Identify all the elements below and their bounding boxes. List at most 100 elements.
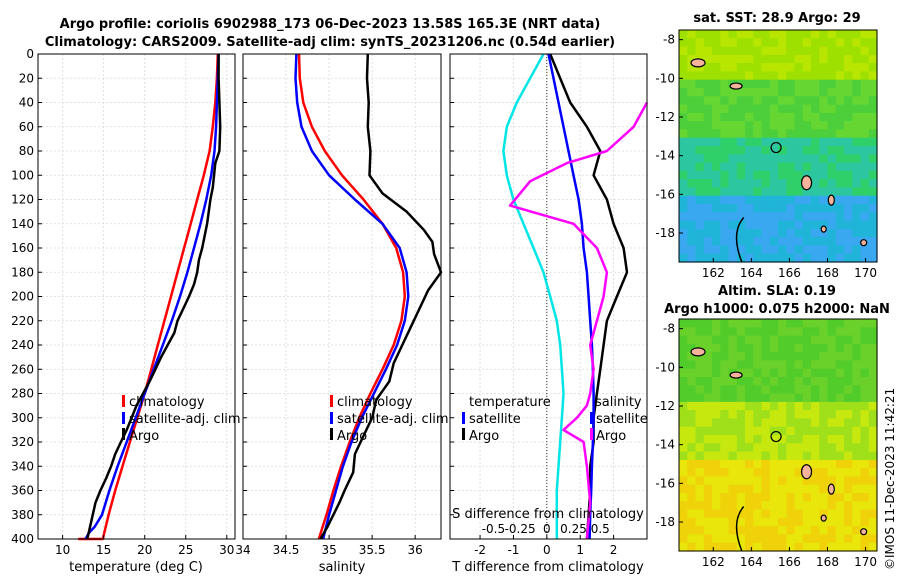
map-cell [811, 443, 820, 453]
map-cell [679, 401, 688, 411]
map-cell [745, 71, 754, 81]
map-cell [844, 195, 853, 205]
x-tick-label: 34 [235, 543, 250, 557]
map-cell [786, 46, 796, 56]
map-cell [769, 104, 779, 114]
map-cell [860, 385, 870, 395]
map-cell [868, 54, 878, 64]
map-cell [802, 71, 812, 81]
map-cell [679, 352, 688, 361]
map-cell [679, 335, 688, 345]
map-cell [786, 121, 796, 130]
legend-t-argo: Argo [469, 429, 499, 444]
map-y-tick-label: -16 [655, 476, 675, 490]
map-cell [736, 352, 746, 361]
map-cell [753, 129, 763, 139]
map-cell [827, 368, 837, 378]
map-cell [695, 368, 705, 378]
map-cell [852, 170, 862, 180]
map-cell [794, 253, 804, 263]
map-cell [819, 327, 829, 337]
map-cell [844, 137, 853, 147]
map-cell [786, 195, 796, 205]
map-cell [736, 451, 746, 461]
map-cell [802, 451, 812, 461]
map-cell [679, 228, 688, 238]
map-cell [819, 112, 829, 122]
map-cell [753, 484, 763, 494]
map-cell [778, 54, 787, 64]
map-cell [778, 401, 787, 411]
map-cell [769, 451, 779, 461]
map-cell [712, 343, 721, 353]
map-cell [802, 418, 812, 428]
map-cell [728, 526, 738, 535]
map-cell [695, 88, 705, 97]
map-cell [769, 377, 779, 386]
map-cell [844, 121, 853, 130]
map-cell [728, 401, 738, 411]
island-shape [820, 225, 827, 233]
map-cell [852, 212, 862, 222]
map-cell [844, 30, 853, 39]
map-cell [720, 352, 730, 361]
map-cell [778, 476, 787, 486]
x-tick-label: 34.5 [273, 543, 300, 557]
map-cell [786, 451, 796, 461]
map-cell [802, 493, 812, 502]
map-cell [769, 162, 779, 172]
map-x-tick-label: 168 [816, 266, 839, 280]
map-cell [679, 459, 688, 469]
map-cell [852, 245, 862, 255]
map-cell [703, 542, 713, 552]
map-cell [852, 410, 862, 419]
map-cell [712, 493, 721, 502]
map-cell [844, 526, 853, 535]
map-cell [687, 228, 697, 238]
map-cell [860, 360, 870, 370]
map-cell [745, 493, 754, 502]
map-cell [860, 468, 870, 477]
map-cell [753, 410, 763, 419]
map-cell [736, 137, 746, 147]
map-cell [868, 526, 878, 535]
map-cell [720, 526, 730, 535]
map-cell [745, 112, 754, 122]
map-cell [720, 385, 730, 395]
map-cell [745, 352, 754, 361]
map-cell [753, 360, 763, 370]
map-cell [761, 534, 771, 544]
map-cell [802, 410, 812, 419]
map-cell [745, 343, 754, 353]
island-shape [860, 239, 868, 247]
map-cell [811, 426, 820, 436]
map-cell [778, 443, 787, 453]
map-cell [827, 237, 837, 246]
map-x-tick-label: 166 [778, 555, 801, 569]
map-cell [712, 129, 721, 139]
map-cell [778, 129, 787, 139]
map-cell [703, 170, 713, 180]
map-cell [819, 319, 829, 328]
map-cell [720, 121, 730, 130]
map-cell [794, 484, 804, 494]
map-cell [868, 204, 878, 213]
map-cell [753, 30, 763, 39]
map-cell [712, 435, 721, 444]
map-cell [720, 179, 730, 188]
map-cell [728, 63, 738, 72]
map-cell [720, 187, 730, 197]
map-cell [852, 327, 862, 337]
map-cell [860, 410, 870, 419]
map-cell [786, 63, 796, 72]
map-cell [761, 377, 771, 386]
series-line-argo [319, 53, 443, 540]
map-cell [819, 137, 829, 147]
temperature-panel: 10 15 20 25 30020406080100120140160180200220… [11, 47, 236, 557]
map-frame [678, 318, 878, 552]
map-cell [769, 245, 779, 255]
map-cell [745, 220, 754, 230]
map-cell [728, 237, 738, 246]
map-cell [712, 526, 721, 535]
map-cell [852, 509, 862, 519]
